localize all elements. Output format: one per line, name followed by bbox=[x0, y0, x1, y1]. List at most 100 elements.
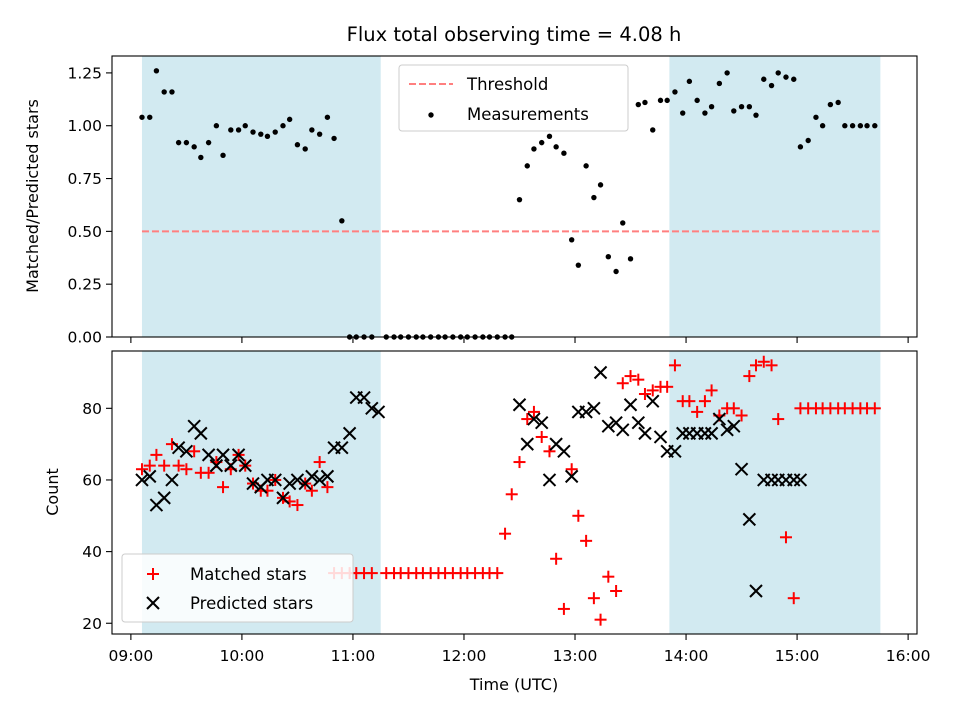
predicted-star-point bbox=[638, 426, 652, 441]
matched-star-point bbox=[365, 567, 378, 580]
measurement-point bbox=[309, 127, 315, 133]
measurement-point bbox=[235, 127, 242, 133]
count-y-axis-label: Count bbox=[43, 468, 62, 516]
matched-star-point bbox=[180, 463, 193, 476]
ratio-series bbox=[139, 68, 881, 340]
ratio-x-ticks bbox=[130, 337, 909, 343]
predicted-star-point bbox=[135, 473, 149, 487]
ratio-y-axis-label: Matched/Predicted stars bbox=[23, 99, 42, 293]
measurement-point bbox=[813, 114, 819, 120]
matched-star-point bbox=[557, 602, 570, 615]
measurement-point bbox=[761, 76, 767, 82]
matched-star-point bbox=[513, 456, 526, 469]
measurement-point bbox=[516, 196, 523, 203]
predicted-star-point bbox=[593, 365, 608, 380]
measurement-point bbox=[657, 97, 664, 104]
matched-star-point bbox=[202, 466, 215, 479]
legend-measurements-label: Measurements bbox=[467, 105, 589, 124]
measurement-point bbox=[724, 70, 730, 76]
matched-star-point bbox=[602, 570, 615, 583]
predicted-star-point bbox=[527, 412, 541, 426]
measurement-point bbox=[339, 218, 345, 224]
measurement-point bbox=[738, 104, 745, 110]
matched-star-point bbox=[772, 413, 785, 426]
predicted-star-point bbox=[224, 458, 238, 473]
matched-star-point bbox=[535, 430, 548, 443]
predicted-star-point bbox=[365, 401, 379, 416]
measurement-point bbox=[708, 104, 715, 110]
predicted-star-point bbox=[616, 423, 630, 437]
x-tick-label: 16:00 bbox=[886, 647, 931, 665]
matched-star-point bbox=[624, 370, 637, 383]
measurement-point bbox=[213, 123, 220, 129]
measurement-point bbox=[872, 123, 878, 129]
legend-matched-swatch bbox=[147, 568, 159, 580]
measurement-point bbox=[575, 262, 582, 268]
measurement-point bbox=[561, 150, 567, 156]
chart-title: Flux total observing time = 4.08 h bbox=[347, 23, 682, 46]
matched-star-point bbox=[172, 459, 185, 472]
matched-star-point bbox=[321, 481, 334, 494]
measurement-point bbox=[650, 127, 656, 133]
predicted-star-point bbox=[357, 390, 371, 405]
measurement-point bbox=[153, 68, 160, 74]
matched-star-point bbox=[779, 531, 792, 544]
measurement-point bbox=[539, 139, 545, 146]
measurement-point bbox=[139, 114, 145, 120]
measurement-point bbox=[242, 123, 248, 129]
measurement-point bbox=[642, 99, 648, 106]
measurement-point bbox=[286, 116, 293, 123]
measurement-point bbox=[198, 154, 204, 161]
legend-measurements-swatch bbox=[428, 112, 434, 118]
measurement-point bbox=[694, 97, 700, 104]
count-axes-frame bbox=[111, 350, 918, 635]
x-tick-label: 14:00 bbox=[664, 647, 709, 665]
measurement-point bbox=[849, 123, 856, 129]
matched-star-point bbox=[499, 527, 512, 540]
measurement-point bbox=[857, 123, 864, 129]
predicted-star-point bbox=[542, 473, 557, 487]
matched-star-point bbox=[787, 592, 800, 605]
measurement-point bbox=[524, 163, 530, 169]
matched-star-point bbox=[661, 380, 674, 393]
measurement-point bbox=[605, 254, 612, 260]
predicted-star-point bbox=[371, 405, 386, 419]
measurement-point bbox=[791, 76, 797, 82]
matched-star-point bbox=[505, 488, 518, 501]
count-legend: Matched stars Predicted stars bbox=[121, 553, 354, 623]
y-tick-label: 20 bbox=[82, 615, 102, 633]
observing-window-band bbox=[669, 351, 881, 634]
ratio-axes-frame bbox=[111, 55, 918, 338]
legend-threshold-label: Threshold bbox=[466, 75, 548, 94]
measurement-point bbox=[302, 146, 308, 152]
x-tick-label: 10:00 bbox=[220, 647, 265, 665]
predicted-star-point bbox=[312, 473, 327, 487]
measurement-point bbox=[664, 97, 670, 104]
matched-star-point bbox=[691, 405, 704, 418]
measurement-point bbox=[635, 101, 642, 108]
y-tick-label: 0.00 bbox=[67, 329, 102, 347]
measurement-point bbox=[264, 133, 271, 139]
measurement-point bbox=[169, 89, 175, 95]
measurement-point bbox=[753, 112, 759, 118]
predicted-star-point bbox=[209, 458, 224, 473]
matched-star-point bbox=[750, 359, 762, 372]
measurement-point bbox=[613, 268, 619, 275]
y-tick-label: 40 bbox=[82, 543, 102, 561]
predicted-star-point bbox=[623, 398, 638, 412]
predicted-star-point bbox=[157, 491, 171, 505]
matched-star-point bbox=[188, 445, 201, 458]
matched-star-point bbox=[572, 509, 585, 522]
predicted-star-point bbox=[646, 394, 660, 408]
predicted-star-point bbox=[143, 469, 157, 484]
matched-star-point bbox=[638, 387, 651, 400]
measurement-point bbox=[280, 123, 286, 129]
legend-predicted-label: Predicted stars bbox=[190, 594, 313, 613]
matched-star-point bbox=[291, 499, 304, 512]
measurement-point bbox=[272, 129, 278, 135]
predicted-star-point bbox=[793, 473, 808, 487]
predicted-star-point bbox=[704, 426, 719, 441]
predicted-star-point bbox=[727, 419, 741, 433]
observing-windows bbox=[141, 56, 881, 337]
